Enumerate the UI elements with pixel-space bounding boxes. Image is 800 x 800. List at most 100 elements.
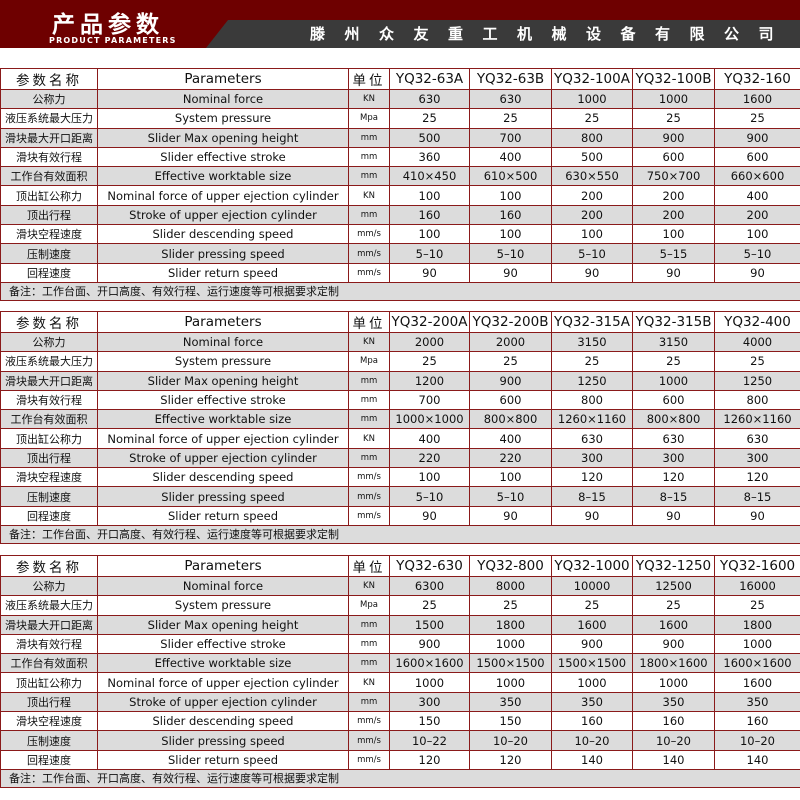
param-value: 2000 [469,331,552,353]
column-header-name-cn: 参数名称 [0,555,98,577]
param-value: 5–15 [632,243,715,264]
param-value: 5–10 [714,243,800,264]
param-name-cn: 压制速度 [0,730,98,751]
param-value: 3150 [551,331,633,353]
param-value: 1000 [632,88,715,110]
param-name-en: Slider pressing speed [97,243,349,264]
param-unit: KN [348,672,390,693]
param-name-en: Slider pressing speed [97,486,349,507]
param-value: 200 [551,204,633,226]
param-value: 25 [389,351,470,372]
param-unit: KN [348,88,390,110]
param-name-cn: 滑块最大开口距离 [0,127,98,148]
param-value: 25 [469,108,552,129]
table-row: 滑块空程速度 Slider descending speed mm/s 150 150 1… [0,711,800,732]
spec-table-2: 参数名称 Parameters 单位 YQ32-200A YQ32-200B YQ32-3… [0,311,800,544]
param-value: 120 [469,749,552,770]
param-value: 1800 [714,614,800,635]
param-unit: Mpa [348,351,390,372]
param-value: 12500 [632,575,715,597]
param-value: 90 [551,262,633,283]
param-unit: mm/s [348,730,390,751]
param-name-cn: 滑块有效行程 [0,146,98,168]
param-value: 200 [551,185,633,206]
param-value: 800 [551,127,633,148]
param-unit: mm [348,653,390,674]
spec-table-3: 参数名称 Parameters 单位 YQ32-630 YQ32-800 YQ32-100… [0,555,800,788]
param-value: 350 [469,691,552,713]
param-name-en: Slider return speed [97,262,349,283]
param-name-cn: 滑块空程速度 [0,467,98,488]
param-name-cn: 压制速度 [0,486,98,507]
header-banner: 产品参数 PRODUCT PARAMETERS 滕州众友重工机械设备有限公司 [0,0,800,48]
param-value: 1200 [389,370,470,391]
param-name-en: Nominal force of upper ejection cylinder [97,672,349,693]
param-name-en: Effective worktable size [97,409,349,430]
param-value: 400 [469,428,552,449]
param-value: 800×800 [469,409,552,430]
table-row: 滑块有效行程 Slider effective stroke mm 900 1000 90… [0,633,800,655]
param-name-cn: 回程速度 [0,749,98,770]
page-subtitle: PRODUCT PARAMETERS [49,36,177,45]
param-value: 120 [389,749,470,770]
spec-table-1: 参数名称 Parameters 单位 YQ32-63A YQ32-63B YQ32-100… [0,68,800,301]
param-value: 150 [469,711,552,732]
param-name-en: System pressure [97,108,349,129]
param-value: 100 [714,224,800,245]
param-unit: mm [348,614,390,635]
param-name-en: Stroke of upper ejection cylinder [97,447,349,469]
param-name-en: Nominal force of upper ejection cylinder [97,185,349,206]
param-value: 1260×1160 [551,409,633,430]
param-value: 100 [389,467,470,488]
param-value: 25 [389,108,470,129]
table-row: 公称力 Nominal force KN 6300 8000 10000 12500 1600… [0,575,800,597]
param-value: 25 [632,595,715,616]
table-row: 顶出行程 Stroke of upper ejection cylinder mm 2… [0,447,800,469]
param-value: 120 [714,467,800,488]
param-value: 25 [551,351,633,372]
table-row: 顶出行程 Stroke of upper ejection cylinder mm 3… [0,691,800,713]
column-header-model: YQ32-63A [389,68,470,90]
column-header-name-cn: 参数名称 [0,68,98,90]
param-value: 100 [551,224,633,245]
table-header-row: 参数名称 Parameters 单位 YQ32-200A YQ32-200B YQ32-3… [0,311,800,333]
param-value: 100 [469,467,552,488]
param-value: 5–10 [389,243,470,264]
column-header-model: YQ32-315A [551,311,633,333]
param-unit: KN [348,428,390,449]
table-row: 回程速度 Slider return speed mm/s 90 90 90 90 90 [0,505,800,526]
table-row: 回程速度 Slider return speed mm/s 90 90 90 90 90 [0,262,800,283]
param-value: 25 [469,351,552,372]
param-unit: mm/s [348,486,390,507]
table-row: 滑块最大开口距离 Slider Max opening height mm 1500 1… [0,614,800,635]
param-value: 90 [632,262,715,283]
param-value: 25 [714,595,800,616]
table-row: 液压系统最大压力 System pressure Mpa 25 25 25 25 25 [0,108,800,129]
param-name-en: Slider effective stroke [97,389,349,411]
param-value: 100 [389,224,470,245]
param-value: 120 [551,467,633,488]
column-header-model: YQ32-160 [714,68,800,90]
param-value: 90 [389,262,470,283]
param-name-cn: 顶出缸公称力 [0,428,98,449]
param-value: 630 [389,88,470,110]
param-value: 90 [469,262,552,283]
table-row: 压制速度 Slider pressing speed mm/s 5–10 5–10 8–1… [0,486,800,507]
table-row: 压制速度 Slider pressing speed mm/s 5–10 5–10 5–1… [0,243,800,264]
table-row: 公称力 Nominal force KN 630 630 1000 1000 1600 [0,88,800,110]
param-value: 10–22 [389,730,470,751]
param-value: 10–20 [469,730,552,751]
column-header-model: YQ32-1000 [551,555,633,577]
param-name-cn: 液压系统最大压力 [0,351,98,372]
param-value: 160 [632,711,715,732]
table-row: 滑块最大开口距离 Slider Max opening height mm 1200 9… [0,370,800,391]
column-header-model: YQ32-200B [469,311,552,333]
table-row: 滑块空程速度 Slider descending speed mm/s 100 100 1… [0,467,800,488]
param-name-cn: 回程速度 [0,262,98,283]
param-name-cn: 公称力 [0,331,98,353]
param-value: 500 [389,127,470,148]
param-name-en: Stroke of upper ejection cylinder [97,204,349,226]
param-value: 600 [632,146,715,168]
param-value: 10–20 [551,730,633,751]
param-name-cn: 滑块有效行程 [0,389,98,411]
